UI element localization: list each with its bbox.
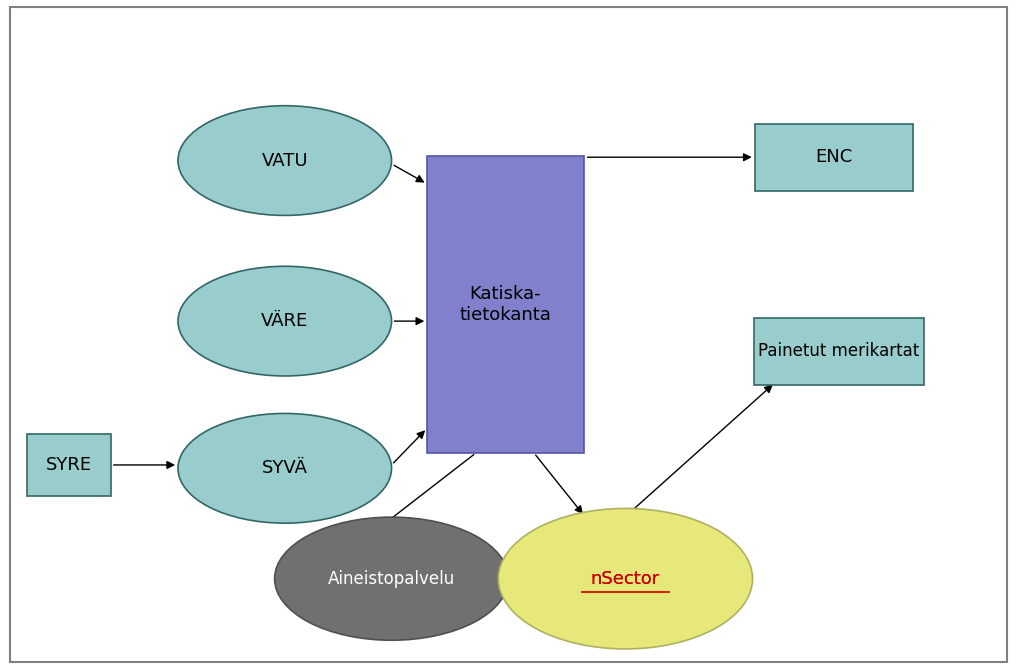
FancyBboxPatch shape [27, 434, 111, 496]
Text: VATU: VATU [261, 152, 308, 169]
Text: nSector: nSector [591, 570, 660, 587]
Text: SYRE: SYRE [46, 456, 93, 474]
Text: SYVÄ: SYVÄ [261, 460, 308, 477]
Text: Aineistopalvelu: Aineistopalvelu [327, 570, 456, 587]
Ellipse shape [275, 517, 508, 640]
Text: nSector: nSector [591, 570, 660, 587]
Text: Painetut merikartat: Painetut merikartat [759, 343, 919, 360]
Text: VÄRE: VÄRE [261, 312, 308, 330]
FancyBboxPatch shape [755, 124, 912, 191]
FancyBboxPatch shape [427, 156, 584, 454]
FancyBboxPatch shape [754, 318, 924, 385]
Ellipse shape [178, 266, 392, 376]
Text: ENC: ENC [816, 149, 852, 166]
Ellipse shape [498, 508, 753, 649]
Ellipse shape [178, 413, 392, 523]
Text: Katiska-
tietokanta: Katiska- tietokanta [460, 285, 551, 324]
Ellipse shape [178, 106, 392, 215]
